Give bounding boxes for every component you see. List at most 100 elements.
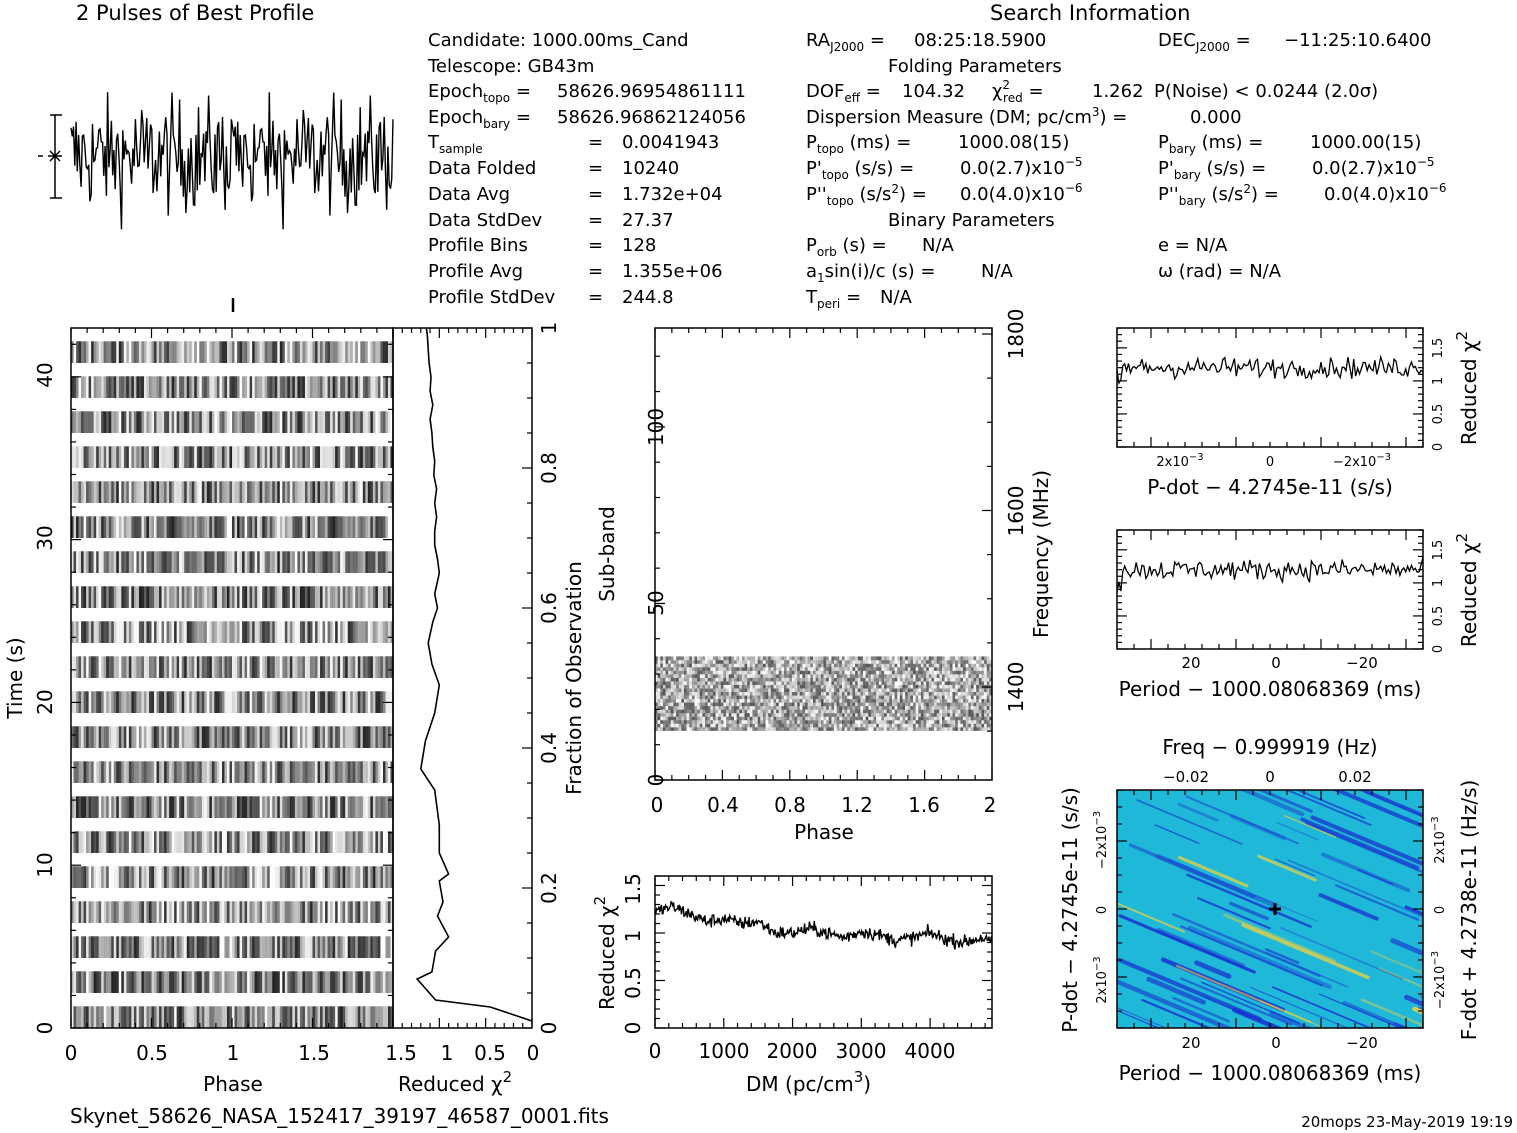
subband-cell	[886, 677, 890, 682]
time-phase-cell	[88, 796, 92, 818]
subband-cell	[855, 698, 859, 703]
time-phase-cell	[126, 971, 130, 993]
time-phase-cell	[219, 971, 223, 993]
time-phase-cell	[252, 376, 256, 398]
subband-cell	[963, 716, 966, 721]
time-phase-cell	[141, 656, 145, 678]
time-phase-cell	[73, 481, 77, 503]
subband-cell	[963, 688, 966, 693]
subband-cell	[776, 709, 780, 714]
time-phase-cell	[216, 796, 220, 818]
time-phase-cell	[209, 516, 213, 538]
time-phase-cell	[133, 971, 137, 993]
subband-cell	[778, 691, 782, 696]
time-phase-cell	[262, 971, 266, 993]
subband-cell	[836, 681, 840, 685]
time-phase-cell	[257, 796, 261, 818]
time-phase-cell	[332, 726, 336, 748]
subband-cell	[886, 674, 890, 678]
subband-cell	[960, 698, 964, 703]
time-phase-cell	[325, 936, 328, 958]
time-phase-cell	[204, 376, 208, 398]
time-phase-cell	[279, 901, 283, 923]
subband-cell	[762, 684, 766, 689]
time-phase-cell	[76, 621, 79, 643]
time-phase-cell	[159, 586, 162, 608]
subband-cell	[794, 695, 798, 700]
time-phase-cell	[151, 376, 155, 398]
time-phase-cell	[174, 796, 178, 818]
time-phase-cell	[76, 971, 79, 993]
time-phase-cell	[347, 901, 351, 923]
time-phase-cell	[347, 866, 351, 888]
time-phase-cell	[239, 796, 243, 818]
subband-cell	[965, 719, 969, 724]
subband-cell	[715, 719, 719, 724]
time-phase-cell	[294, 796, 298, 818]
subband-cell	[752, 719, 756, 724]
subband-cell	[757, 698, 761, 703]
time-phase-cell	[169, 551, 173, 573]
time-phase-cell	[309, 796, 313, 818]
subband-cell	[749, 709, 753, 714]
time-phase-cell	[169, 411, 173, 433]
time-phase-cell	[340, 376, 344, 398]
time-phase-cell	[83, 796, 87, 818]
subband-cell	[681, 702, 685, 707]
time-phase-cell	[101, 691, 105, 713]
time-phase-cell	[219, 691, 223, 713]
subband-cell	[741, 712, 745, 717]
time-phase-cell	[294, 726, 298, 748]
subband-cell	[881, 723, 885, 728]
time-phase-cell	[126, 481, 130, 503]
subband-cell	[876, 688, 880, 693]
time-phase-cell	[362, 936, 366, 958]
subband-cell	[873, 723, 877, 728]
time-phase-cell	[372, 516, 376, 538]
time-phase-cell	[169, 516, 173, 538]
subband-cell	[712, 712, 716, 717]
time-phase-cell	[335, 516, 339, 538]
time-phase-cell	[284, 656, 288, 678]
subband-cell	[797, 695, 801, 700]
subband-cell	[928, 702, 932, 707]
subband-cell	[681, 670, 685, 675]
subband-cell	[878, 691, 882, 696]
time-phase-cell	[247, 866, 251, 888]
subband-cell	[720, 691, 724, 696]
subband-cell	[683, 681, 687, 685]
subband-cell	[978, 698, 982, 703]
time-phase-cell	[106, 376, 110, 398]
time-phase-cell	[96, 446, 100, 468]
time-phase-cell	[302, 831, 306, 853]
time-phase-cell	[216, 1006, 220, 1028]
time-phase-cell	[121, 831, 125, 853]
subband-cell	[847, 702, 851, 707]
time-phase-cell	[335, 551, 339, 573]
subband-cell	[697, 702, 701, 707]
time-phase-cell	[86, 411, 90, 433]
subband-cell	[891, 674, 895, 678]
time-phase-cell	[372, 411, 376, 433]
subband-cell	[691, 677, 695, 682]
subband-cell	[902, 691, 906, 696]
eq-6: =	[588, 261, 603, 282]
subband-cell	[862, 712, 866, 717]
subband-cell	[728, 709, 732, 714]
time-phase-cell	[186, 866, 190, 888]
time-phase-cell	[387, 376, 391, 398]
subband-cell	[970, 695, 974, 700]
time-phase-cell	[252, 971, 256, 993]
time-phase-cell	[317, 796, 321, 818]
time-phase-cell	[249, 831, 253, 853]
subband-cell	[736, 670, 740, 675]
time-phase-cell	[81, 761, 84, 783]
subband-cell	[860, 727, 864, 731]
time-phase-cell	[312, 936, 316, 958]
time-phase-cell	[184, 726, 188, 748]
time-phase-cell	[161, 831, 165, 853]
time-phase-cell	[259, 656, 263, 678]
subband-cell	[786, 723, 790, 728]
time-phase-cell	[83, 971, 87, 993]
time-phase-cell	[179, 1006, 183, 1028]
